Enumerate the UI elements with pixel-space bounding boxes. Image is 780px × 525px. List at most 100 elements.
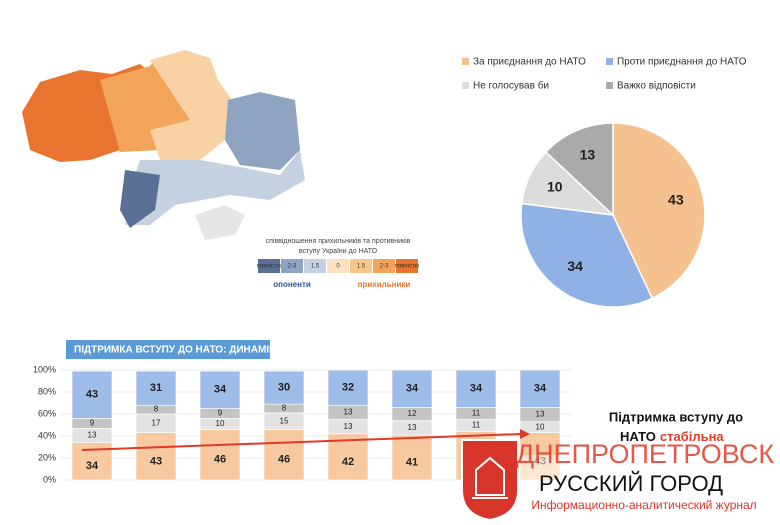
supporters-label: прихильники: [358, 280, 411, 289]
pie-slice: [612, 122, 706, 300]
bar-value-label: 13: [344, 422, 353, 431]
y-tick-label: 20%: [38, 452, 56, 462]
bar-segment: [263, 429, 305, 481]
scale-box: [304, 259, 326, 273]
legend-label: Важко відповісти: [617, 81, 696, 92]
bar-value-label: 34: [470, 383, 483, 395]
bar-value-label: 30: [278, 382, 290, 394]
scale-box: [327, 259, 349, 273]
bar-value-label: 11: [472, 409, 481, 418]
pie-value-label: 34: [567, 258, 583, 274]
bar-value-label: 31: [150, 382, 162, 394]
scale-box: [396, 259, 418, 273]
bar-segment: [199, 370, 241, 409]
annotation-highlight: стабільна: [660, 429, 725, 444]
bar-value-label: 9: [218, 409, 223, 418]
legend-swatch: [462, 58, 469, 65]
watermark-bg: [505, 455, 780, 520]
bar-value-label: 42: [342, 456, 354, 468]
pie-value-label: 13: [580, 147, 596, 163]
bar-value-label: 34: [406, 383, 419, 395]
bar-segment: [71, 370, 113, 419]
scale-label: 1.5: [311, 264, 320, 270]
annotation: Підтримка вступу до: [609, 409, 743, 424]
bar-segment: [391, 369, 433, 408]
y-tick-label: 0%: [43, 474, 56, 484]
bar-value-label: 13: [88, 431, 97, 440]
bar-segment: [135, 370, 177, 406]
scale-label: 2-3: [288, 264, 297, 270]
chart-title: ПІДТРИМКА ВСТУПУ ДО НАТО: ДИНАМІКА: [74, 345, 282, 356]
annotation: НАТО стабільна: [620, 429, 724, 444]
legend-swatch: [606, 58, 613, 65]
bar-value-label: 8: [154, 405, 159, 414]
map-east: [225, 92, 300, 170]
bar-value-label: 9: [90, 418, 95, 427]
legend-swatch: [606, 82, 613, 89]
bar-value-label: 10: [536, 422, 545, 431]
bar-value-label: 34: [214, 384, 227, 396]
y-tick-label: 100%: [33, 364, 56, 374]
scale-box: [373, 259, 395, 273]
watermark-tagline: Информационно-аналитический журнал: [531, 498, 756, 512]
scale-label: 2-3: [380, 264, 389, 270]
emblem: [461, 439, 519, 522]
bar-value-label: 12: [408, 409, 417, 418]
legend-swatch: [462, 82, 469, 89]
map: [22, 50, 305, 240]
bar-value-label: 43: [150, 455, 162, 467]
scale-label: повністю: [257, 264, 282, 270]
map-south: [125, 150, 305, 225]
y-tick-label: 40%: [38, 430, 56, 440]
bar-segment: [135, 432, 177, 481]
trend-arrow-head: [520, 429, 530, 439]
y-tick-label: 60%: [38, 408, 56, 418]
bar-value-label: 17: [152, 418, 161, 427]
chart-title-bg: [66, 340, 270, 359]
bar-segment: [199, 429, 241, 481]
bar-value-label: 8: [282, 404, 287, 413]
bar-value-label: 43: [86, 389, 98, 401]
bar-value-label: 41: [406, 456, 418, 468]
watermark-subtitle: РУССКИЙ ГОРОД: [539, 471, 723, 496]
pie-slice: [544, 122, 614, 217]
bar-segment: [519, 369, 561, 408]
bar-value-label: 10: [216, 419, 225, 428]
scale-box: [258, 259, 280, 273]
watermark-title: ДНЕПРОПЕТРОВСК: [516, 439, 775, 469]
pie-slice: [520, 202, 654, 308]
bar-value-label: 13: [536, 410, 545, 419]
map-center: [150, 50, 232, 160]
bar-value-label: 46: [278, 454, 290, 466]
scale-box: [281, 259, 303, 273]
map-crimea: [195, 205, 245, 240]
legend-label: Проти приєднання до НАТО: [617, 57, 747, 68]
bar-value-label: 32: [342, 382, 354, 394]
bar-value-label: 46: [214, 454, 226, 466]
bar-value-label: 13: [408, 423, 417, 432]
pie-value-label: 10: [547, 178, 563, 194]
map-legend-title: вступу України до НАТО: [299, 248, 378, 255]
scale-label: 0: [336, 264, 340, 270]
map-legend-title: співвідношення прихильників та противник…: [266, 237, 411, 245]
legend-label: Не голосував би: [473, 80, 549, 92]
annotation-part: НАТО: [620, 429, 656, 444]
bar-value-label: 15: [280, 416, 289, 425]
scale-box: [350, 259, 372, 273]
bar-segment: [455, 369, 497, 408]
scale-label: повністю: [395, 264, 420, 270]
y-tick-label: 80%: [38, 386, 56, 396]
emblem-detail: [472, 456, 508, 499]
opponents-label: опоненти: [273, 280, 311, 289]
map-odesa: [120, 170, 160, 228]
scale-label: 1.5: [357, 264, 366, 270]
bar-value-label: 34: [534, 383, 547, 395]
bar-segment: [391, 434, 433, 481]
trend-arrow: [81, 433, 521, 451]
bar-value-label: 11: [472, 421, 481, 430]
bar-segment: [263, 370, 305, 405]
pie-value-label: 43: [668, 192, 684, 208]
bar-value-label: 34: [86, 460, 99, 472]
bar-value-label: 13: [344, 407, 353, 416]
